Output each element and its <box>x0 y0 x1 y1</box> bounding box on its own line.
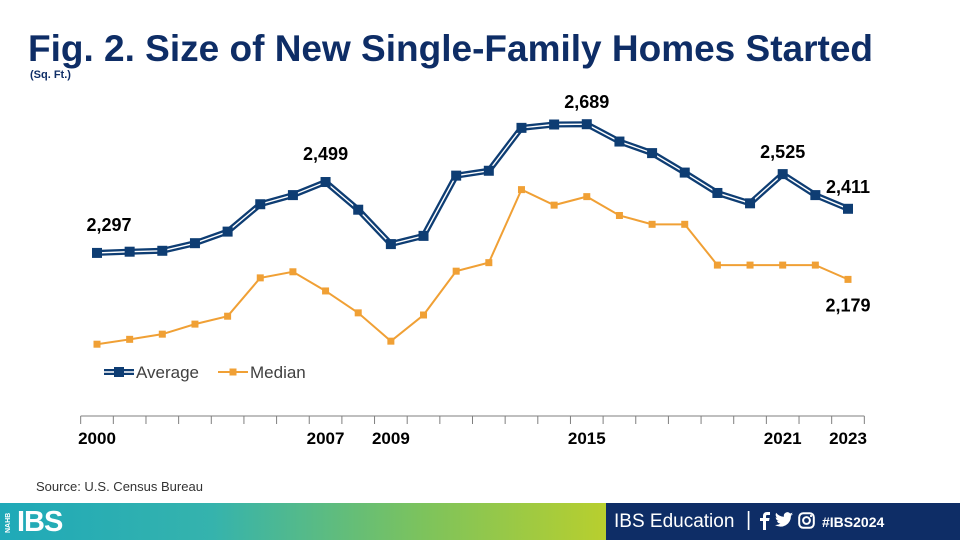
median-point <box>615 211 623 219</box>
legend-median-label: Median <box>250 363 306 382</box>
data-label: 2,411 <box>826 177 870 197</box>
data-label: 2,499 <box>303 144 348 164</box>
median-point <box>256 274 264 282</box>
median-point <box>420 311 428 319</box>
median-point <box>648 220 656 228</box>
median-point <box>126 335 134 343</box>
median-point <box>354 309 362 317</box>
average-point <box>189 238 200 249</box>
average-point <box>843 203 853 214</box>
average-point <box>483 165 494 176</box>
median-point <box>452 267 460 275</box>
median-point <box>517 186 525 194</box>
x-tick-label: 2009 <box>372 429 410 448</box>
data-label: 2,525 <box>760 142 805 162</box>
twitter-icon[interactable] <box>775 512 793 528</box>
median-point <box>158 330 166 338</box>
footer-brand: IBS Education <box>614 511 735 532</box>
average-point <box>124 246 135 257</box>
median-point <box>191 320 199 328</box>
x-tick-label: 2023 <box>829 429 867 448</box>
average-point <box>353 204 364 215</box>
median-point <box>746 261 754 269</box>
average-point <box>777 169 788 180</box>
average-point <box>745 198 756 209</box>
footer-separator: | <box>746 509 752 531</box>
median-line <box>96 188 849 346</box>
average-point <box>320 177 331 188</box>
average-point <box>287 190 298 201</box>
average-point <box>222 226 233 237</box>
x-tick-label: 2021 <box>764 429 802 448</box>
average-line <box>96 121 850 256</box>
median-point <box>93 340 101 348</box>
ibs-logo: IBS <box>17 506 63 538</box>
legend-average-label: Average <box>136 363 199 382</box>
x-tick-label: 2007 <box>307 429 345 448</box>
average-point <box>549 119 560 130</box>
average-point <box>92 247 102 258</box>
source-note: Source: U.S. Census Bureau <box>36 479 203 494</box>
median-point <box>387 337 395 345</box>
legend: Average Median <box>104 363 306 382</box>
data-labels: 2,297 2,499 2,689 2,525 2,411 2,179 <box>86 92 870 315</box>
x-tick-label: 2015 <box>568 429 606 448</box>
median-point <box>550 201 558 209</box>
median-point <box>681 220 689 228</box>
median-point <box>583 193 591 201</box>
average-point <box>647 148 658 159</box>
data-label: 2,297 <box>86 215 131 235</box>
average-point <box>418 230 429 241</box>
nahb-logo: NAHB <box>5 512 12 533</box>
median-point <box>224 312 232 320</box>
average-point <box>157 245 168 256</box>
median-point <box>322 287 330 295</box>
average-line-highlight <box>96 123 849 254</box>
average-point <box>385 239 396 250</box>
average-point <box>581 119 592 130</box>
average-point <box>516 122 527 133</box>
footer-banner: NAHB IBS IBS Education | #IBS2024 <box>0 503 960 540</box>
average-point <box>810 190 821 201</box>
average-point <box>679 167 690 178</box>
legend-average-marker <box>114 367 124 377</box>
data-label: 2,689 <box>564 92 609 112</box>
median-point <box>289 268 297 276</box>
facebook-icon[interactable] <box>758 512 772 530</box>
average-point <box>614 136 625 147</box>
series-layer <box>92 119 853 348</box>
instagram-icon[interactable] <box>798 512 815 529</box>
data-label: 2,179 <box>825 295 870 315</box>
average-point <box>712 187 723 198</box>
x-tick-label: 2000 <box>78 429 116 448</box>
median-point <box>811 261 819 269</box>
legend-median-marker <box>229 368 237 376</box>
page-title: Fig. 2. Size of New Single-Family Homes … <box>28 28 874 69</box>
footer-hashtag: #IBS2024 <box>822 514 885 530</box>
average-point <box>255 199 266 210</box>
median-point <box>844 275 852 283</box>
median-point <box>779 261 787 269</box>
x-axis: 2000 2007 2009 2015 2021 2023 <box>78 415 867 448</box>
median-point <box>713 261 721 269</box>
page-subtitle: (Sq. Ft.) <box>30 69 71 81</box>
median-point <box>485 259 493 267</box>
average-point <box>451 170 462 181</box>
footer-gradient <box>0 503 606 540</box>
